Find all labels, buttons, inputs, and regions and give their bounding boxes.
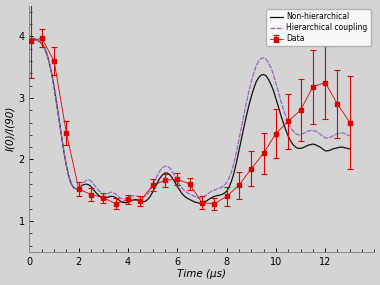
Non-hierarchical (276, 105, 280, 108)
Y-axis label: I(0)/I(90): I(0)/I(90) (6, 106, 16, 151)
Hierarchical coupling (133, 194, 138, 198)
Hierarchical coupling (150, 184, 155, 187)
Hierarchical coupling (27, 38, 32, 41)
X-axis label: Time (μs): Time (μs) (177, 269, 226, 280)
Line: Non-hierarchical: Non-hierarchical (29, 38, 350, 203)
Non-hierarchical (131, 198, 135, 202)
Hierarchical coupling (59, 134, 64, 138)
Hierarchical coupling (195, 196, 199, 199)
Non-hierarchical (27, 38, 32, 41)
Hierarchical coupling (121, 197, 125, 201)
Non-hierarchical (192, 200, 197, 204)
Hierarchical coupling (30, 36, 34, 40)
Line: Hierarchical coupling: Hierarchical coupling (29, 38, 350, 199)
Non-hierarchical (148, 195, 152, 198)
Non-hierarchical (59, 134, 64, 138)
Non-hierarchical (155, 180, 160, 184)
Hierarchical coupling (276, 90, 280, 93)
Hierarchical coupling (158, 169, 162, 172)
Hierarchical coupling (348, 134, 352, 138)
Non-hierarchical (30, 36, 34, 40)
Non-hierarchical (348, 147, 352, 151)
Legend: Non-hierarchical, Hierarchical coupling, Data: Non-hierarchical, Hierarchical coupling,… (266, 9, 370, 46)
Non-hierarchical (197, 201, 202, 205)
